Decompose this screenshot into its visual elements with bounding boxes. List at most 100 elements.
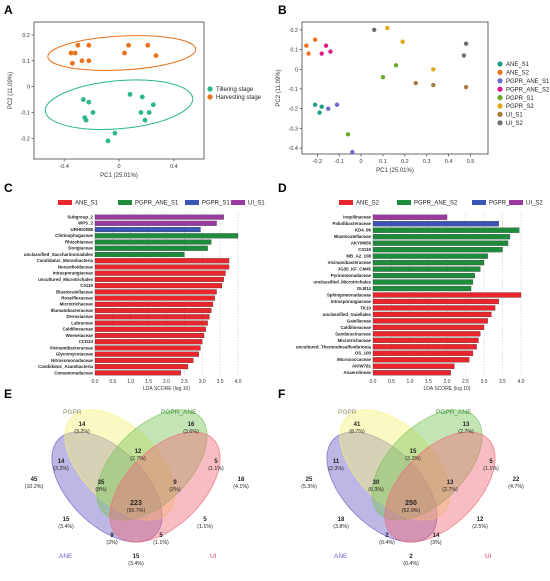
region-percent: (3.2%) <box>53 466 69 472</box>
legend-swatch <box>231 200 245 205</box>
legend-swatch <box>497 61 503 67</box>
taxon-label: Inquilinaceae <box>343 215 371 220</box>
legend-swatch <box>497 103 503 109</box>
taxon-label: AKYM659 <box>351 241 372 246</box>
y-tick-label: -0.4 <box>289 146 298 152</box>
region-percent: (2.7%) <box>458 429 474 435</box>
data-point <box>304 43 309 48</box>
pgpr-set-ellipse <box>339 409 451 521</box>
taxon-label: Chitinophagaceae <box>55 233 93 238</box>
legend-label: UI_S2 <box>506 121 523 127</box>
ane-set-ellipse <box>326 431 438 543</box>
data-point <box>122 50 127 56</box>
legend-swatch <box>58 200 72 205</box>
taxon-label: OS_100 <box>355 351 372 356</box>
y-tick-label: 0 <box>295 67 298 73</box>
lda-bar <box>94 245 208 251</box>
x-tick-label: 1.0 <box>407 379 414 385</box>
y-tick-label: -0.1 <box>289 87 298 93</box>
region-count: 18 <box>338 517 345 523</box>
pgpr-ane-set-ellipse <box>371 409 483 521</box>
lda-bar <box>94 239 212 245</box>
taxon-label: uncultured_Microtrichales <box>38 277 93 282</box>
y-tick-label: -0.1 <box>21 110 30 116</box>
region-count: 5 <box>489 459 493 465</box>
legend-label: ANE_S2 <box>356 201 380 207</box>
lda-bar <box>372 279 474 285</box>
lda-bar <box>372 285 472 292</box>
legend-label: PGPR_ANE_S2 <box>414 201 458 207</box>
x-tick-label: 1.5 <box>425 379 432 385</box>
region-count: 14 <box>433 533 440 539</box>
lda-bar <box>372 337 479 343</box>
taxon-label: Dongiaceae <box>68 246 93 251</box>
lda-bar <box>94 233 239 239</box>
x-tick-label: 2.5 <box>462 379 469 385</box>
y-tick-label: -0.2 <box>21 136 30 142</box>
lda-bar <box>372 221 499 227</box>
data-point <box>90 110 96 115</box>
x-tick-label: 3.5 <box>217 379 224 385</box>
lda-bar <box>372 253 488 259</box>
x-tick-label: 1.5 <box>145 379 152 385</box>
panel-letter-d: D <box>278 181 287 195</box>
taxon-label: Illumatobacteraceae <box>51 308 94 313</box>
region-count: 14 <box>58 459 65 465</box>
x-tick-label: 2.0 <box>163 379 170 385</box>
y-axis-title: PC2 (11.09%) <box>8 72 14 109</box>
taxon-label: Paludibacteraceae <box>332 221 371 226</box>
lda-bar <box>94 270 226 276</box>
region-percent: (2.7%) <box>442 487 458 493</box>
x-tick-label: 0.3 <box>423 159 431 165</box>
taxon-label: Sandaracinaceae <box>335 331 371 336</box>
data-point <box>334 102 340 107</box>
region-count: 2 <box>409 554 413 560</box>
legend-label: Harvesting stage <box>216 95 262 101</box>
region-count: 18 <box>238 477 245 483</box>
legend-swatch <box>497 111 503 117</box>
region-percent: (4.1%) <box>233 484 249 490</box>
taxon-label: Candidatus_Moranbacteria <box>37 258 94 263</box>
data-point <box>79 58 85 64</box>
region-count: 5 <box>159 533 163 539</box>
taxon-label: C0119 <box>358 247 371 252</box>
lda-bar <box>94 227 201 233</box>
data-point <box>326 106 331 111</box>
lda-bar <box>94 314 210 320</box>
region-percent: (3.4%) <box>128 561 144 567</box>
region-percent: (2.5%) <box>472 524 488 530</box>
panel-letter-a: A <box>4 3 13 17</box>
taxon-label: Microtrichaceae <box>60 302 94 307</box>
data-point <box>463 41 469 46</box>
region-percent: (3.2%) <box>405 456 421 462</box>
lda-bar <box>372 350 474 356</box>
legend-swatch <box>397 200 411 205</box>
region-percent: (4.7%) <box>508 484 524 490</box>
set-label: UI <box>210 553 217 560</box>
set-label: PGPR <box>63 409 82 416</box>
region-percent: (50.7%) <box>127 508 146 514</box>
legend-swatch <box>497 69 503 75</box>
data-point <box>328 49 333 54</box>
lda-bar <box>94 326 206 332</box>
legend-swatch <box>339 200 353 205</box>
lda-bar <box>94 283 223 289</box>
pca-plot-b: -0.2 -0.1 0 0.1 0.2 0.3 0.4 0.5 -0.4 -0.3 -0.2 -0.1… <box>276 21 550 174</box>
taxon-label: OLB14 <box>357 286 372 291</box>
region-count: 41 <box>354 422 361 428</box>
lda-bar <box>372 240 509 246</box>
x-axis-title: PC1 (25.01%) <box>100 173 138 179</box>
region-count: 15 <box>63 517 70 523</box>
y-axis-title: PC2 (11.09%) <box>276 69 282 106</box>
taxon-label: unclassified_Microtrichales <box>313 279 371 284</box>
lda-bar <box>372 370 451 376</box>
legend-swatch <box>497 95 503 101</box>
lda-bar <box>372 311 492 318</box>
confidence-ellipse <box>47 35 197 71</box>
lda-bar <box>94 345 201 351</box>
x-tick-label: 4.0 <box>518 379 525 385</box>
y-tick-label: -0.2 <box>289 107 298 113</box>
data-point <box>345 132 351 137</box>
